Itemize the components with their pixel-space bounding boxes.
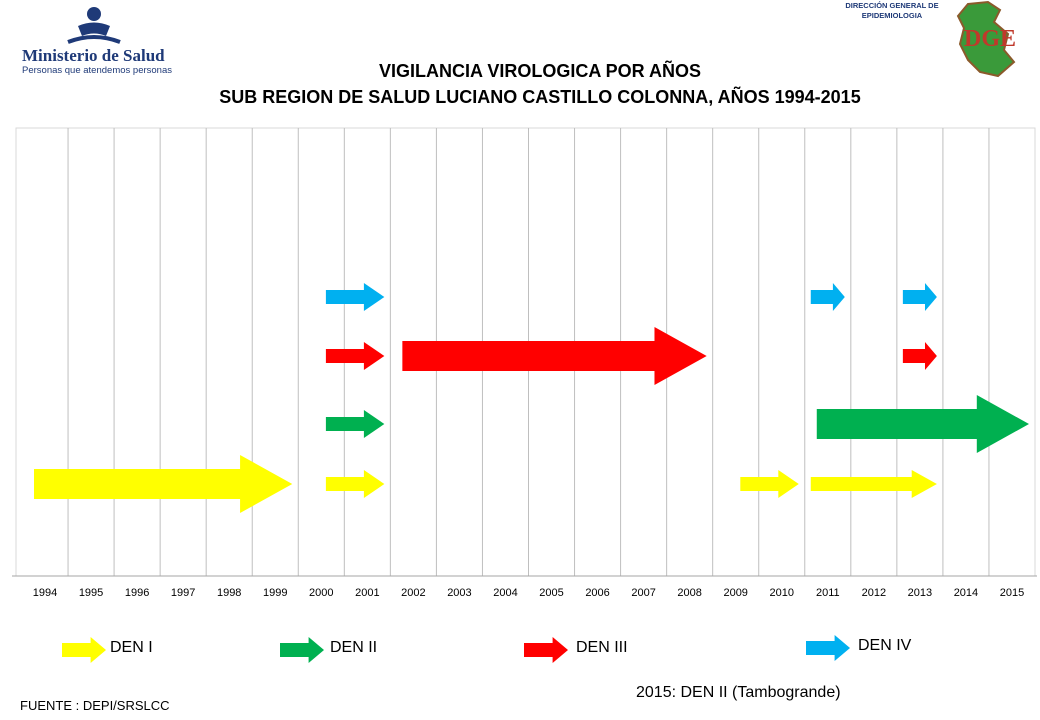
arrow-den-ii-2000-2001: [325, 410, 385, 438]
tick-label-2000: 2000: [309, 587, 333, 599]
arrow-den-iii-2013-2013: [902, 342, 937, 370]
dge-caption: DIRECCIÓN GENERAL DE EPIDEMIOLOGIA: [828, 1, 956, 21]
tick-label-2007: 2007: [631, 587, 655, 599]
arrow-den-i-2009-2010: [740, 470, 799, 498]
tick-label-2008: 2008: [677, 587, 701, 599]
chart-title: VIGILANCIA VIROLOGICA POR AÑOS: [378, 61, 701, 81]
dge-logo: DIRECCIÓN GENERAL DE EPIDEMIOLOGIA DGE: [828, 0, 1028, 80]
tick-label-1996: 1996: [125, 587, 149, 599]
tick-label-2015: 2015: [1000, 587, 1024, 599]
chart-subtitle: SUB REGION DE SALUD LUCIANO CASTILLO COL…: [219, 87, 861, 107]
ministerio-name: Ministerio de Salud: [22, 46, 165, 65]
tick-label-2011: 2011: [816, 587, 840, 599]
dge-logo-letters: DGE: [964, 26, 1016, 52]
arrow-den-i-1994-1999: [34, 455, 293, 513]
legend-arrow-icon: [524, 637, 568, 663]
tick-label-2010: 2010: [770, 587, 794, 599]
arrow-den-iv-2011-2011: [810, 283, 845, 311]
legend-label-den-i: DEN I: [110, 639, 153, 656]
tick-label-1998: 1998: [217, 587, 241, 599]
tick-label-2005: 2005: [539, 587, 563, 599]
arrow-den-i-2011-2013: [810, 470, 937, 498]
legend-swatch-den-iii: [524, 637, 568, 663]
tick-label-2004: 2004: [493, 587, 517, 599]
tick-label-1999: 1999: [263, 587, 287, 599]
legend-arrow-icon: [62, 637, 106, 663]
chart-year-ticks: 1994 1995 1996 1997 1998 1999 2000 2001 2002 2003…: [33, 587, 1024, 599]
chart-arrows: [34, 283, 1029, 513]
ministerio-emblem-icon: [67, 7, 121, 44]
tick-label-2012: 2012: [862, 587, 886, 599]
arrow-den-ii-2011-2015: [816, 395, 1029, 453]
arrow-den-iv-2013-2013: [902, 283, 937, 311]
arrow-den-i-2000-2001: [325, 470, 385, 498]
tick-label-1995: 1995: [79, 587, 103, 599]
dge-caption-line-1: DIRECCIÓN GENERAL DE: [845, 1, 939, 10]
legend-arrow-icon: [280, 637, 324, 663]
tick-label-1994: 1994: [33, 587, 57, 599]
timeline-chart: 1994 1995 1996 1997 1998 1999 2000 2001 2002 2003…: [12, 127, 1037, 599]
legend-label-den-iv: DEN IV: [858, 637, 912, 654]
legend-arrow-icon: [806, 635, 850, 661]
arrow-den-iii-2000-2001: [325, 342, 385, 370]
tick-label-2014: 2014: [954, 587, 978, 599]
tick-label-2001: 2001: [355, 587, 379, 599]
tick-label-2013: 2013: [908, 587, 932, 599]
arrow-den-iii-2002-2008: [402, 327, 707, 385]
source-text: FUENTE : DEPI/SRSLCC: [20, 698, 170, 713]
tick-label-2003: 2003: [447, 587, 471, 599]
chart-note: 2015: DEN II (Tambogrande): [636, 684, 841, 701]
tick-label-1997: 1997: [171, 587, 195, 599]
legend-label-den-iii: DEN III: [576, 639, 628, 656]
tick-label-2009: 2009: [723, 587, 747, 599]
legend-swatch-den-ii: [280, 637, 324, 663]
legend-label-den-ii: DEN II: [330, 639, 378, 656]
tick-label-2002: 2002: [401, 587, 425, 599]
peru-map-icon: DGE: [956, 0, 1016, 78]
dge-caption-line-2: EPIDEMIOLOGIA: [861, 11, 923, 20]
ministerio-logo: Ministerio de Salud Personas que atendem…: [18, 2, 178, 77]
ministerio-slogan: Personas que atendemos personas: [22, 65, 172, 76]
tick-label-2006: 2006: [585, 587, 609, 599]
legend-swatch-den-i: [62, 637, 106, 663]
arrow-den-iv-2000-2001: [325, 283, 385, 311]
legend-swatch-den-iv: [806, 635, 850, 661]
